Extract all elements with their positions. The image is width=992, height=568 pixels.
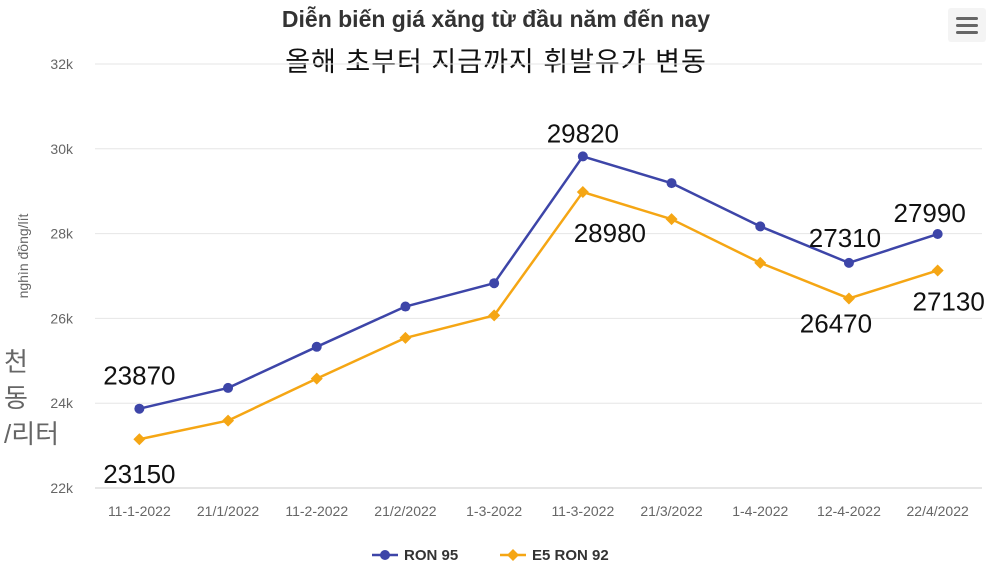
data-label: 29820 — [547, 118, 619, 148]
x-tick-label: 21/3/2022 — [640, 503, 702, 519]
data-point[interactable] — [931, 264, 944, 277]
y-tick-label: 24k — [50, 395, 74, 411]
data-point[interactable] — [310, 372, 323, 385]
chart-subtitle: 올해 초부터 지금까지 휘발유가 변동 — [285, 47, 707, 77]
data-point[interactable] — [932, 229, 943, 240]
y-tick-label: 26k — [50, 310, 74, 326]
data-point[interactable] — [223, 382, 234, 393]
series-line-ron95 — [139, 155, 939, 410]
legend-symbol-circle-icon — [372, 550, 398, 560]
legend-symbol-diamond-icon — [500, 549, 526, 561]
y-tick-label: 22k — [50, 480, 74, 496]
overlay-note-line: /리터 — [4, 419, 60, 449]
series-line-e5-ron92 — [139, 190, 939, 441]
chart-menu-button[interactable] — [948, 8, 986, 42]
hamburger-icon-bar — [956, 31, 978, 34]
data-point[interactable] — [666, 178, 677, 189]
data-point[interactable] — [754, 256, 767, 269]
y-tick-label: 30k — [50, 141, 74, 157]
data-point[interactable] — [843, 257, 854, 268]
hamburger-icon-bar — [956, 24, 978, 27]
x-tick-label: 1-3-2022 — [466, 503, 522, 519]
x-tick-label: 11-1-2022 — [108, 503, 171, 519]
y-tick-label: 32k — [50, 56, 74, 72]
data-point[interactable] — [488, 309, 501, 322]
legend-item-e5-ron92[interactable]: E5 RON 92 — [500, 544, 609, 566]
overlay-note-line: 동 — [4, 383, 28, 413]
overlay-note-line: 천 — [4, 347, 28, 377]
data-point[interactable] — [755, 221, 766, 232]
legend-item-ron95[interactable]: RON 95 — [372, 544, 458, 566]
x-tick-label: 22/4/2022 — [907, 503, 969, 519]
data-label: 23870 — [103, 361, 175, 391]
data-point[interactable] — [311, 341, 322, 352]
y-axis-title: nghìn đồng/lít — [15, 213, 31, 298]
data-label: 28980 — [574, 218, 646, 248]
x-tick-label: 21/1/2022 — [197, 503, 259, 519]
legend-label: RON 95 — [404, 546, 459, 564]
legend-label: E5 RON 92 — [532, 546, 609, 564]
data-label: 27990 — [893, 198, 965, 228]
data-point[interactable] — [134, 403, 145, 414]
data-point[interactable] — [133, 433, 146, 446]
data-point[interactable] — [399, 331, 412, 344]
data-label: 27130 — [912, 286, 984, 316]
y-tick-label: 28k — [50, 226, 74, 242]
x-tick-label: 21/2/2022 — [374, 503, 436, 519]
data-point[interactable] — [576, 186, 589, 199]
y-axis-overlay-note: 천 동 /리터 — [4, 344, 68, 452]
data-point[interactable] — [665, 213, 678, 226]
data-point[interactable] — [222, 414, 235, 427]
x-tick-label: 12-4-2022 — [817, 503, 881, 519]
x-tick-label: 11-2-2022 — [285, 503, 348, 519]
data-label: 23150 — [103, 459, 175, 489]
line-chart: 22k 24k 26k 28k 30k 32k 11-1-2022 21/1/2022 11-2… — [15, 56, 985, 519]
data-point[interactable] — [842, 292, 855, 305]
data-label: 27310 — [809, 223, 881, 253]
data-point[interactable] — [577, 151, 588, 162]
x-tick-label: 11-3-2022 — [551, 503, 614, 519]
chart-title: Diễn biến giá xăng từ đầu năm đến nay — [281, 6, 711, 32]
legend: RON 95 E5 RON 92 — [0, 544, 992, 566]
x-tick-label: 1-4-2022 — [732, 503, 788, 519]
data-point[interactable] — [400, 301, 411, 312]
hamburger-icon — [956, 17, 978, 20]
data-point[interactable] — [489, 278, 500, 289]
data-label: 26470 — [800, 308, 872, 338]
